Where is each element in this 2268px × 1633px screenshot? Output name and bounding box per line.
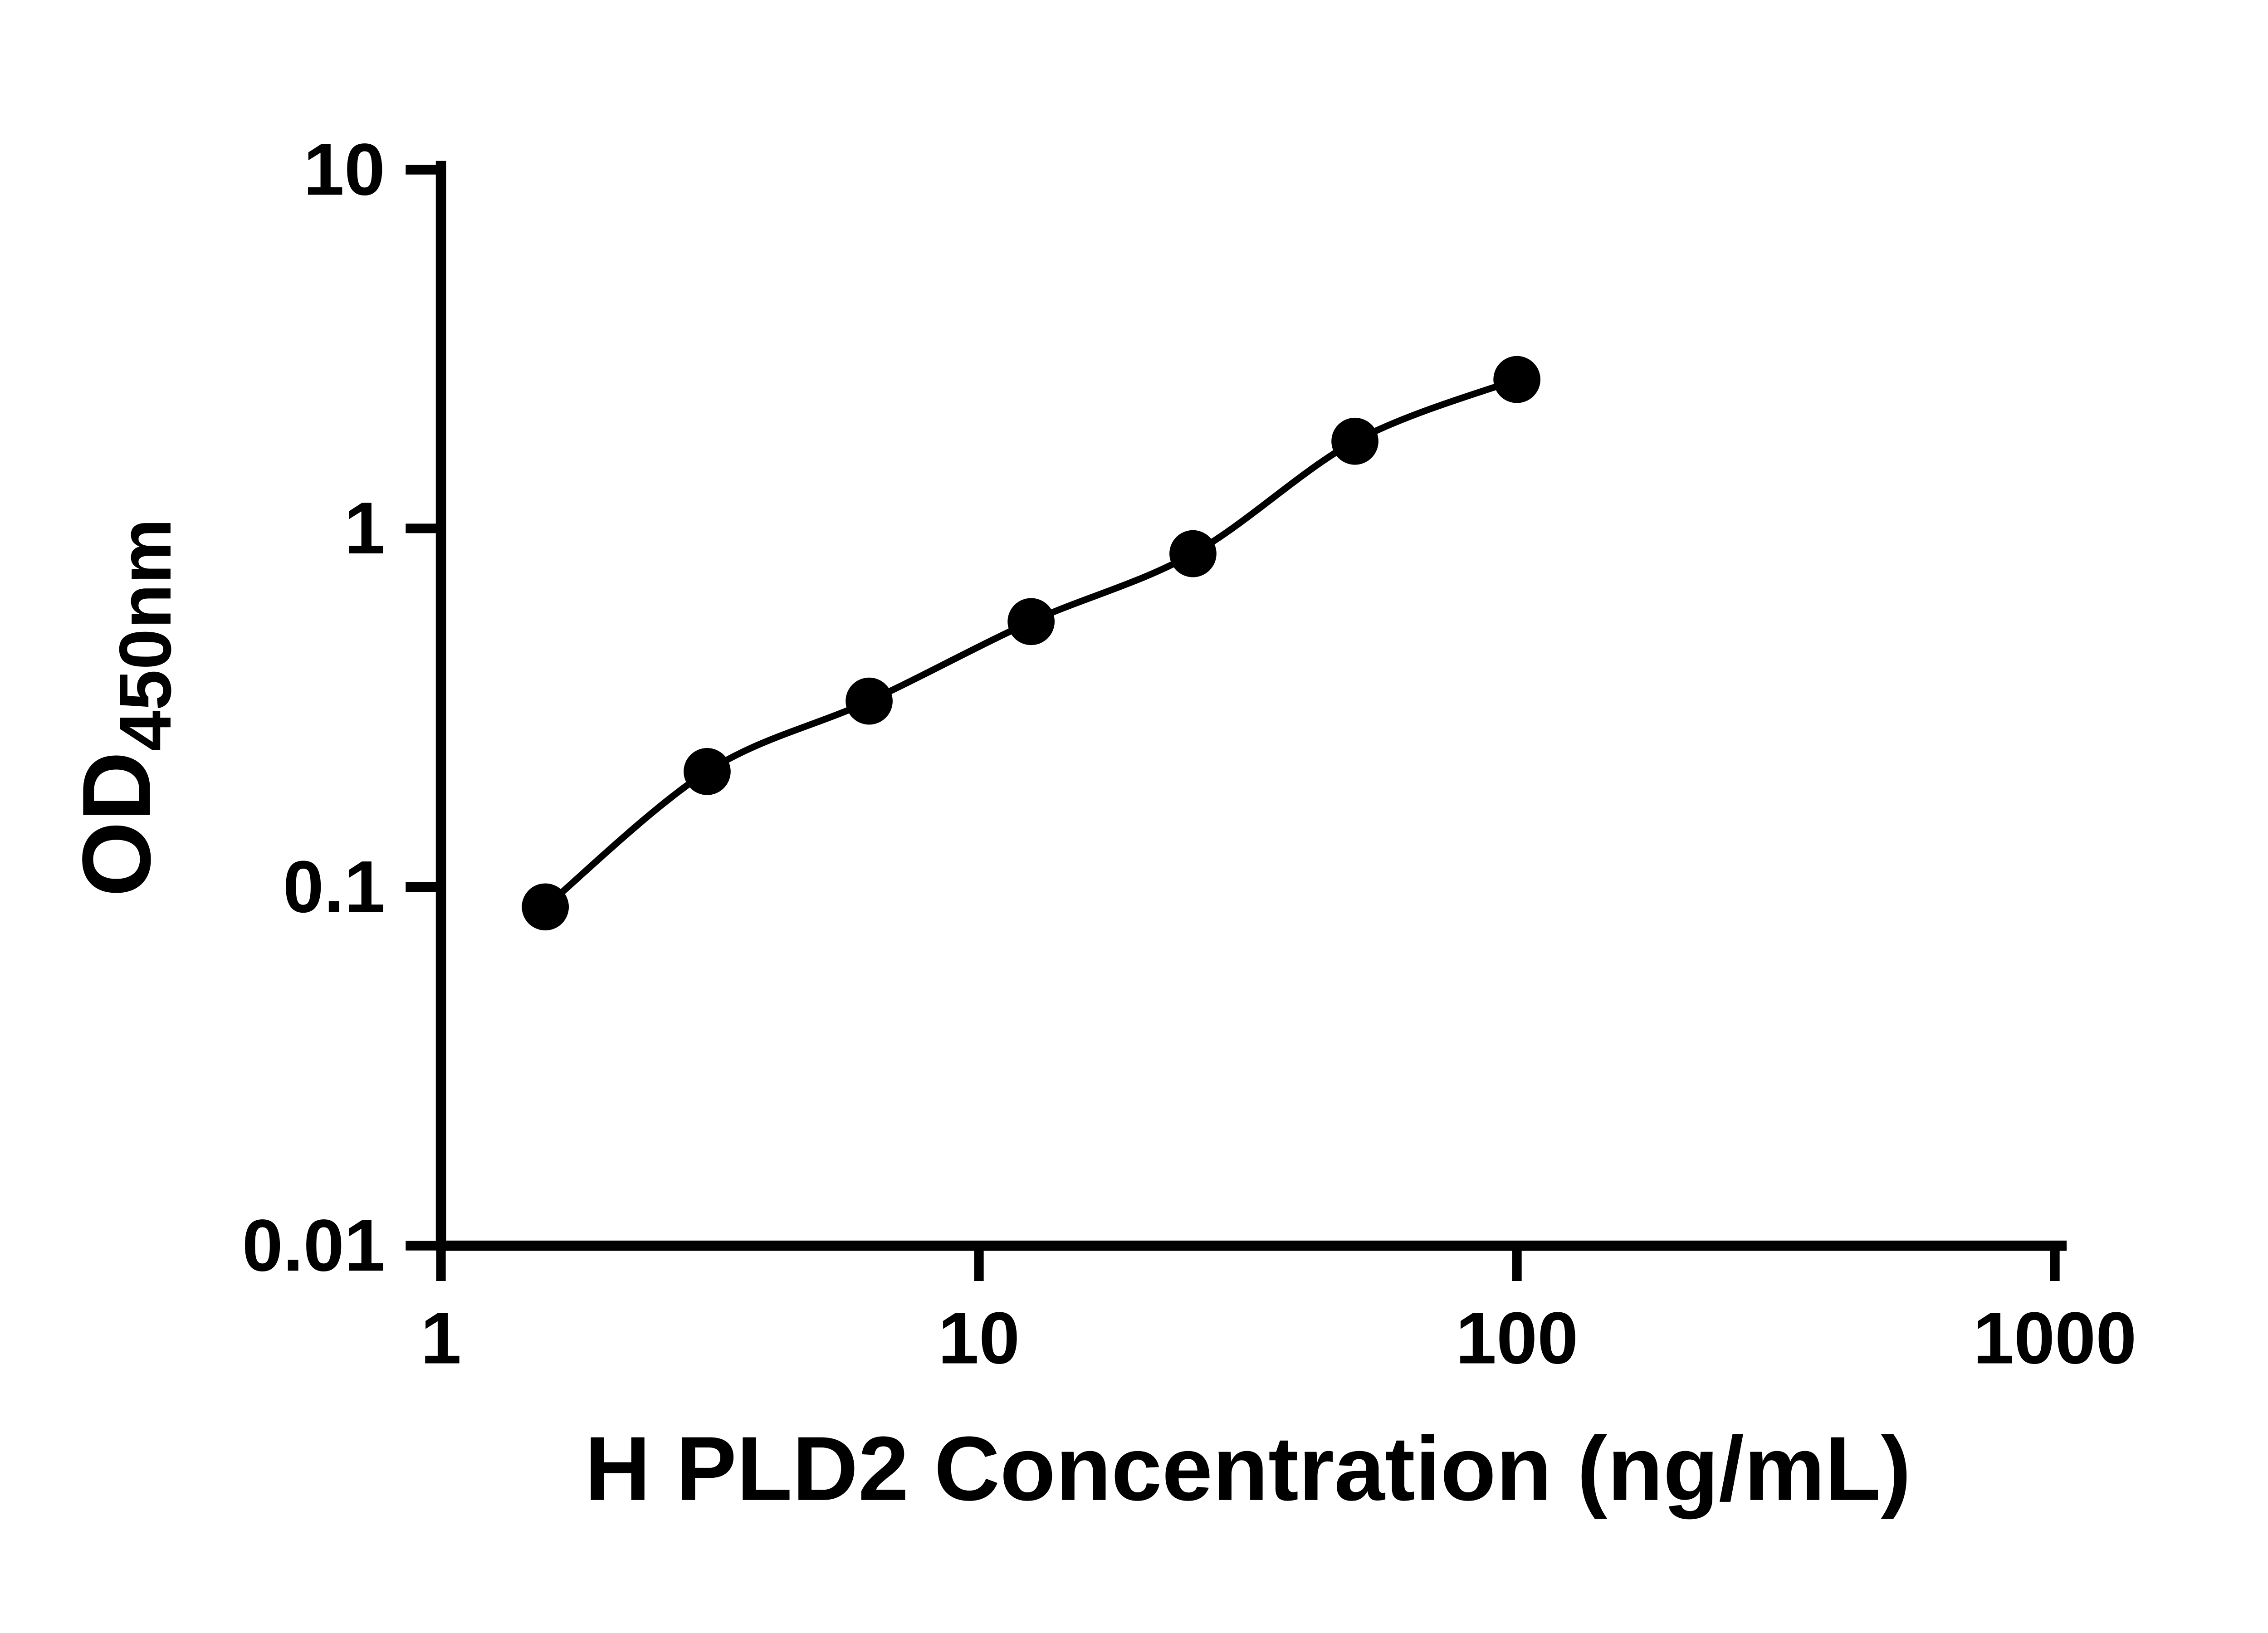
x-tick-label: 1 xyxy=(420,1297,461,1379)
data-point xyxy=(684,748,731,795)
x-tick-label: 1000 xyxy=(1973,1297,2136,1379)
data-series xyxy=(522,356,1540,931)
y-axis-title-base: OD xyxy=(63,751,171,897)
axis-spine xyxy=(435,161,2067,1251)
data-point xyxy=(846,677,893,725)
data-point xyxy=(522,883,569,931)
tick-marks xyxy=(406,165,2060,1281)
y-tick-label: 0.1 xyxy=(283,846,385,928)
data-point xyxy=(1331,417,1378,465)
y-tick-label: 1 xyxy=(344,487,385,569)
y-axis-title-subscript: 450nm xyxy=(104,518,186,751)
y-tick-label: 10 xyxy=(303,128,385,210)
data-point xyxy=(1169,530,1217,577)
data-point xyxy=(1007,598,1055,645)
y-axis-title: OD450nm xyxy=(63,518,186,897)
y-tick-label: 0.01 xyxy=(242,1204,385,1286)
x-axis-title: H PLD2 Concentration (ng/mL) xyxy=(585,1418,1911,1520)
x-tick-label: 100 xyxy=(1456,1297,1578,1379)
axes xyxy=(435,161,2067,1251)
data-point xyxy=(1493,356,1540,403)
tick-labels: 1 10 100 1000 0.01 0.1 1 10 xyxy=(242,128,2137,1379)
x-tick-label: 10 xyxy=(938,1297,1020,1379)
